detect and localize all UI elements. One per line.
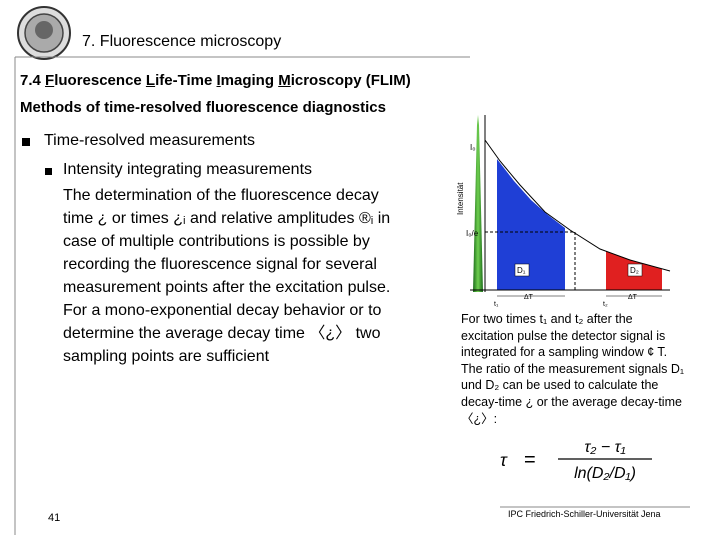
caption-line: The ratio of the measurement signals D₁ (461, 361, 685, 376)
caption-line: For two times t₁ and t₂ after the (461, 312, 633, 326)
caption: For two times t₁ and t₂ after the excitat… (461, 311, 684, 427)
formula: τ = τ₂ − τ₁ ln(D₂/D₁) (500, 439, 652, 482)
body-line: measurement points after the excitation … (63, 279, 391, 296)
heading-text: ife-Time (155, 72, 217, 89)
body-line: recording the fluorescence signal for se… (63, 256, 377, 273)
caption-line: und D₂ can be used to calculate the (461, 378, 659, 393)
heading-text: L (145, 72, 156, 89)
body-line: sampling points are sufficient (63, 348, 270, 365)
body-line: For a mono-exponential decay behavior or… (63, 302, 382, 319)
header-title: 7. Fluorescence microscopy (82, 33, 282, 50)
formula-numerator: τ₂ − τ₁ (584, 439, 625, 456)
formula-lhs: τ (500, 450, 508, 470)
decay-figure: I₀ I₀/e Intensität D₁ D₂ t₁ ΔT t₂ ΔT (456, 115, 671, 308)
label: D₂ (630, 266, 639, 275)
body-line: time ¿ or times ¿ᵢ and relative amplitud… (63, 210, 391, 227)
label: t₁ (494, 301, 499, 308)
heading-text: 7.4 (20, 72, 46, 89)
heading-sub: Methods of time-resolved fluorescence di… (20, 99, 386, 116)
heading-text: M (278, 72, 291, 89)
heading-text: maging (220, 72, 279, 89)
axis-label: Intensität (456, 182, 465, 215)
caption-line: integrated for a sampling window ¢ T. (461, 345, 668, 360)
label: I₀/e (466, 229, 479, 238)
caption-line: excitation pulse the detector signal is (461, 328, 666, 343)
decay-curve (484, 139, 671, 272)
formula-denominator: ln(D₂/D₁) (574, 465, 636, 482)
heading: 7.4 Fluorescence Life-Time Imaging Micro… (20, 72, 411, 89)
label: D₁ (517, 266, 526, 275)
heading-text: I (216, 72, 221, 89)
bullet-marker (22, 138, 30, 146)
bullet-marker (45, 168, 52, 175)
label: ΔT (524, 294, 534, 301)
body-line: The determination of the fluorescence de… (63, 187, 379, 204)
footer-institute: IPC Friedrich-Schiller-Universität Jena (508, 509, 661, 519)
sub-bullet-title: Intensity integrating measurements (63, 161, 313, 178)
formula-eq: = (524, 449, 536, 471)
excitation-pulse (473, 115, 483, 292)
label: I₀ (470, 143, 476, 152)
heading-text: luorescence (54, 72, 146, 89)
window-d1 (497, 159, 565, 290)
label: ΔT (628, 294, 638, 301)
page-number: 41 (48, 512, 61, 524)
heading-text: F (45, 72, 55, 89)
caption-line: decay-time ¿ or the average decay-time (461, 394, 682, 409)
heading-text: icroscopy (FLIM) (290, 72, 411, 89)
label: t₂ (603, 301, 608, 308)
bullet: Time-resolved measurements (44, 132, 256, 149)
caption-line: 〈¿〉: (461, 411, 498, 426)
sub-bullet-body: The determination of the fluorescence de… (63, 184, 390, 368)
body-line: case of multiple contributions is possib… (63, 233, 370, 250)
body-line: determine the average decay time 〈¿〉 two (63, 325, 381, 342)
logo (17, 6, 71, 60)
